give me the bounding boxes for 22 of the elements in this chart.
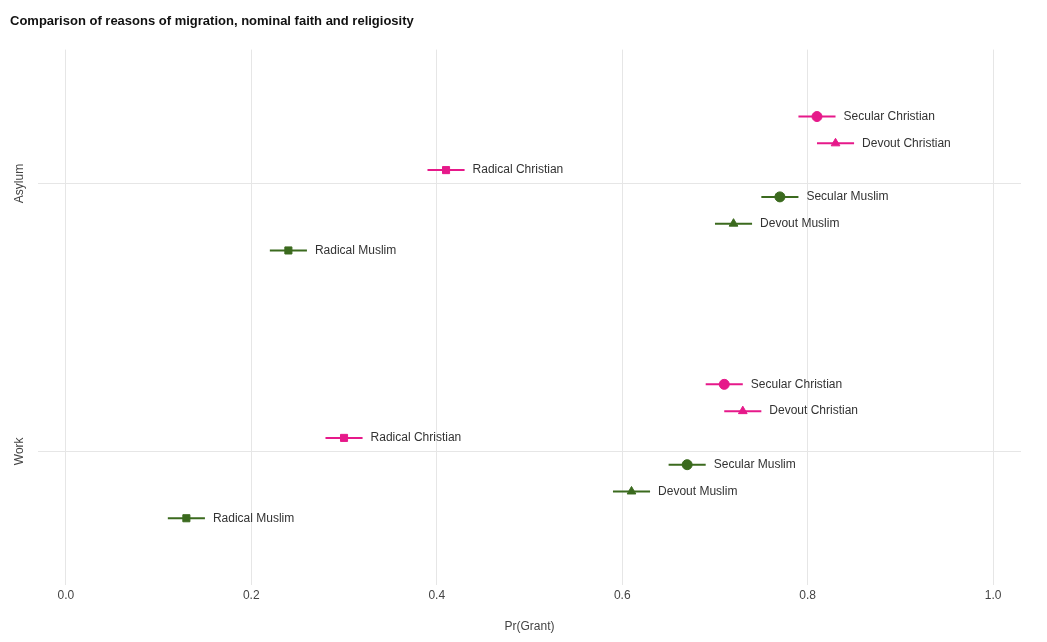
series-label: Devout Christian (769, 403, 859, 418)
x-tick-label: 0.6 (613, 587, 631, 602)
text: Radical Christian (370, 430, 462, 445)
chart-title: Comparison of reasons of migration, nominal faith and religiosity (10, 13, 415, 29)
series-label: Secular Christian (750, 376, 843, 391)
x-tick-label: 1.0 (984, 587, 1002, 602)
x-tick-label: 0.8 (799, 587, 817, 602)
series-label: Secular Muslim (806, 189, 889, 204)
y-tick-label: Asylum (12, 163, 27, 204)
x-tick-label: 0.2 (242, 587, 260, 602)
text: Radical Muslim (212, 510, 295, 525)
x-axis-title: Pr(Grant) (504, 619, 555, 634)
x-tick-label: 0.4 (428, 587, 446, 602)
text: Secular Muslim (713, 457, 796, 471)
y-tick-label: Work (12, 436, 27, 466)
x-tick-label: 0.0 (57, 587, 75, 602)
series-label: Devout Muslim (658, 483, 738, 498)
series-label: Radical Christian (472, 162, 564, 177)
text: Devout Christian (862, 135, 951, 150)
text: Secular Christian (843, 108, 935, 123)
series-label: Radical Muslim (314, 242, 397, 257)
text: Devout Muslim (760, 215, 840, 230)
